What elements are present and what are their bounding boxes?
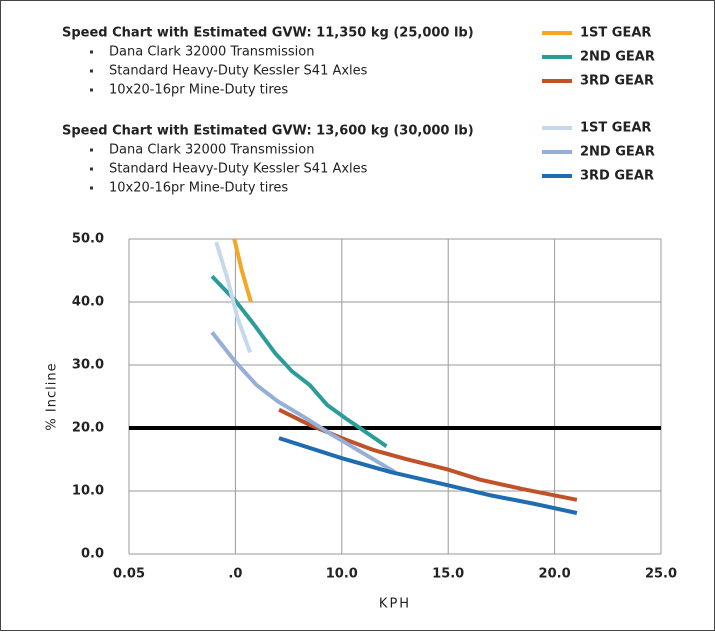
x-tick-label: 10.0 <box>326 567 358 582</box>
legend-label: 2ND GEAR <box>580 50 655 65</box>
bullet <box>90 50 93 54</box>
y-tick-label: 10.0 <box>72 484 104 499</box>
y-axis-label: % Incline <box>45 362 60 430</box>
series-line <box>210 274 388 448</box>
legend-label: 2ND GEAR <box>580 145 655 160</box>
x-axis-label: KPH <box>379 597 411 612</box>
y-tick-label: 0.0 <box>81 547 104 562</box>
note-item: Standard Heavy-Duty Kessler S41 Axles <box>109 162 368 177</box>
y-tick-label: 30.0 <box>72 358 104 373</box>
bullet <box>90 186 93 190</box>
series-line <box>214 241 252 354</box>
y-tick-label: 20.0 <box>72 421 104 436</box>
series-line <box>232 238 253 303</box>
y-tick-label: 50.0 <box>72 232 104 247</box>
note-item: 10x20-16pr Mine-Duty tires <box>109 181 288 196</box>
x-tick-label: 25.0 <box>645 567 677 582</box>
bullet <box>90 167 93 171</box>
bullet <box>90 148 93 152</box>
bullet <box>90 88 93 92</box>
x-tick-label: .0 <box>228 567 242 582</box>
legend-label: 1ST GEAR <box>580 26 651 41</box>
note-title: Speed Chart with Estimated GVW: 11,350 k… <box>62 26 474 41</box>
note-item: Dana Clark 32000 Transmission <box>109 45 314 60</box>
legend-label: 3RD GEAR <box>580 169 654 184</box>
bullet <box>90 69 93 73</box>
x-tick-label: 0.05 <box>113 567 145 582</box>
legend-label: 1ST GEAR <box>580 121 651 136</box>
series-line <box>210 330 397 474</box>
y-tick-label: 40.0 <box>72 295 104 310</box>
note-item: 10x20-16pr Mine-Duty tires <box>109 83 288 98</box>
legend-label: 3RD GEAR <box>580 74 654 89</box>
note-item: Standard Heavy-Duty Kessler S41 Axles <box>109 64 368 79</box>
series-line <box>278 436 578 515</box>
note-item: Dana Clark 32000 Transmission <box>109 143 314 158</box>
x-tick-label: 15.0 <box>432 567 464 582</box>
note-title: Speed Chart with Estimated GVW: 13,600 k… <box>62 124 474 139</box>
x-tick-label: 20.0 <box>539 567 571 582</box>
